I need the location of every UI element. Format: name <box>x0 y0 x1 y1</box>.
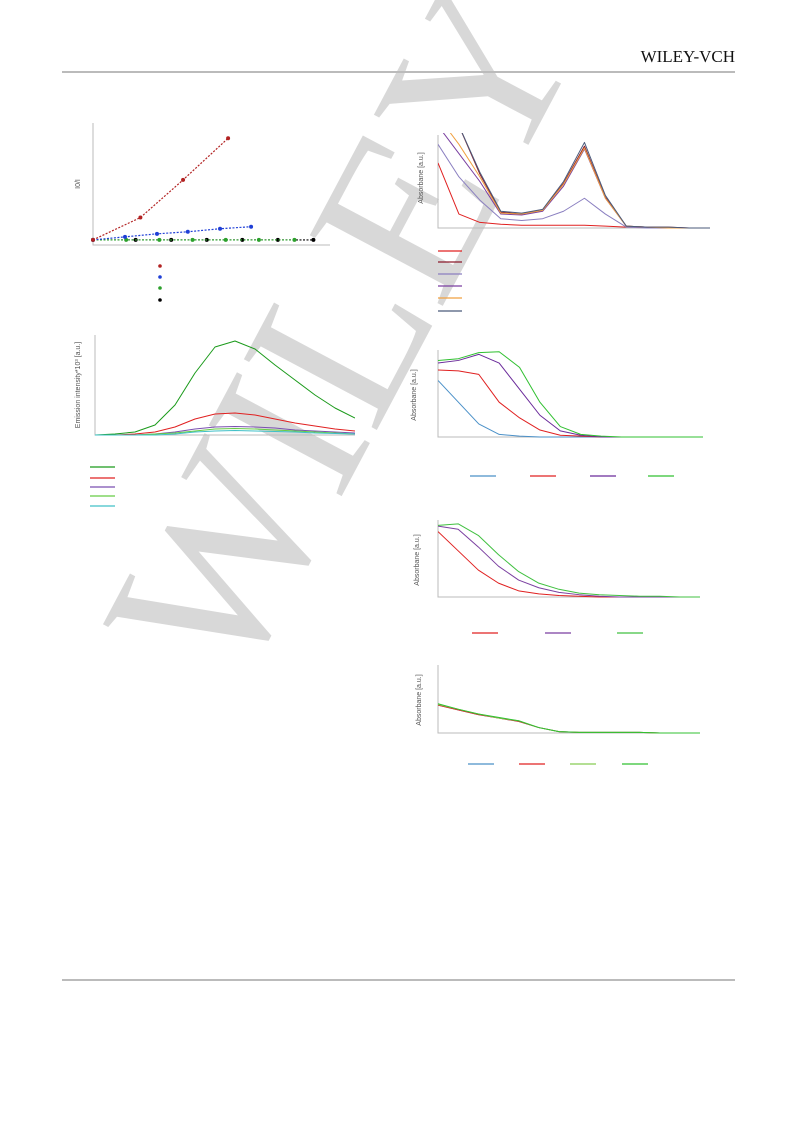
point <box>292 237 297 242</box>
legend-marker <box>158 298 162 302</box>
fit-line <box>92 137 229 241</box>
curve <box>438 704 700 734</box>
point <box>154 231 159 236</box>
point <box>275 237 280 242</box>
point <box>91 237 95 242</box>
point <box>256 237 261 242</box>
axes <box>437 350 703 438</box>
y-axis-label: Absorbane [a.u.] <box>414 534 421 585</box>
y-axis-label: I0/I <box>75 179 82 189</box>
curve <box>438 369 703 438</box>
curve <box>438 704 700 734</box>
legend-marker <box>158 286 162 290</box>
curve <box>438 353 703 438</box>
axes <box>437 135 710 229</box>
point <box>223 237 228 242</box>
curve <box>438 703 700 734</box>
axes <box>437 520 700 598</box>
curve <box>95 340 355 436</box>
point <box>190 237 195 242</box>
y-axis-label: Absorbane [a.u.] <box>411 369 418 420</box>
figure: Absorbane [a.u.] <box>418 133 710 312</box>
curve <box>438 525 700 598</box>
point <box>240 237 245 242</box>
point <box>249 224 254 229</box>
curve <box>95 430 355 436</box>
curve <box>438 380 703 438</box>
watermark: WILEY <box>55 0 628 719</box>
figure: Absorbane [a.u.] <box>411 350 703 477</box>
y-axis-label: Emission intensity*10³ [a.u.] <box>75 342 82 428</box>
axes <box>92 123 330 246</box>
figure: Absorbane [a.u.] <box>416 665 700 765</box>
point <box>138 215 143 220</box>
point <box>185 229 190 234</box>
curve <box>95 412 355 436</box>
curve <box>438 351 703 438</box>
curve <box>449 133 710 229</box>
curve <box>438 703 700 734</box>
y-axis-label: Absorbane [a.u.] <box>416 674 423 725</box>
point <box>218 226 223 231</box>
brand: WILEY-VCH <box>641 47 735 66</box>
figure: Absorbane [a.u.] <box>414 520 700 634</box>
legend-marker <box>158 264 162 268</box>
point <box>157 237 162 242</box>
legend-marker <box>158 275 162 279</box>
curve <box>438 523 700 598</box>
point <box>226 136 231 141</box>
y-axis-label: Absorbane [a.u.] <box>418 152 425 203</box>
point <box>181 177 186 182</box>
axes <box>437 665 700 734</box>
point <box>311 237 316 242</box>
figure: I0/I <box>75 123 330 302</box>
point <box>122 234 127 239</box>
curve <box>461 133 710 229</box>
figure: Emission intensity*10³ [a.u.] <box>75 335 355 507</box>
curve <box>438 531 700 598</box>
point <box>124 237 129 242</box>
